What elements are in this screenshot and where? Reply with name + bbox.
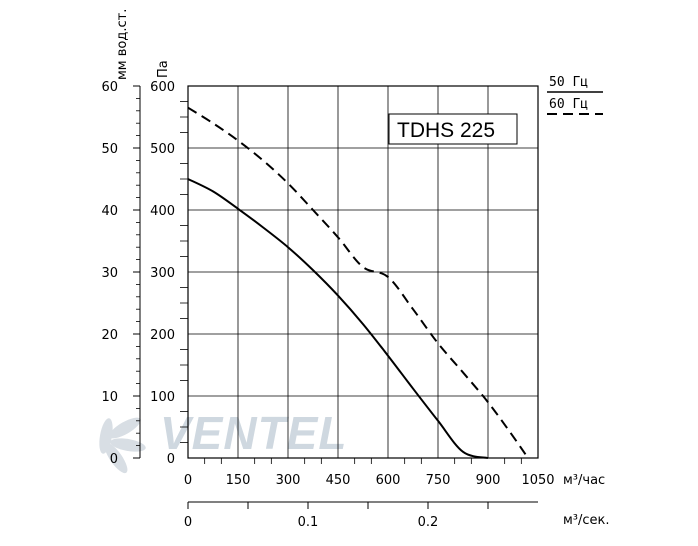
- x-tick-label: 750: [426, 473, 451, 488]
- y-tick-label-mm: 40: [101, 204, 118, 219]
- y-tick-label-mm: 20: [101, 328, 118, 343]
- legend-label-50hz: 50 Гц: [549, 75, 588, 90]
- x-tick-label: 600: [376, 473, 401, 488]
- legend-label-60hz: 60 Гц: [549, 97, 588, 112]
- y-tick-label-pa: 200: [150, 328, 175, 343]
- mm-axis-ticks: 0 10 20 30 40 50 60: [101, 80, 140, 467]
- x-axis-ticks: 0 150 300 450 600 750 900 1050: [184, 458, 555, 488]
- y-tick-label-mm: 50: [101, 142, 118, 157]
- x-tick-label: 450: [326, 473, 351, 488]
- watermark-logo: VENTEL: [99, 407, 347, 474]
- y-axis-title-pa: Па: [156, 60, 171, 78]
- watermark-text: VENTEL: [160, 407, 347, 459]
- x-tick-label: 0: [184, 473, 192, 488]
- plot-grid: [188, 86, 538, 458]
- x2-tick-label: 0.2: [418, 515, 439, 530]
- x-tick-label: 150: [226, 473, 251, 488]
- plot-frame: [187, 85, 539, 459]
- y-tick-label-mm: 30: [101, 266, 118, 281]
- y-tick-label-pa: 100: [150, 390, 175, 405]
- y-tick-label-pa: 400: [150, 204, 175, 219]
- x-axis-title-flow-sec: м³/сек.: [563, 513, 610, 528]
- x-tick-label: 1050: [521, 473, 554, 488]
- x-tick-label: 900: [476, 473, 501, 488]
- y-axis-title-mm: мм вод.ст.: [115, 9, 130, 80]
- y-tick-label-pa: 600: [150, 80, 175, 95]
- y-tick-label-mm: 10: [101, 390, 118, 405]
- series-curves: [187, 106, 529, 459]
- y-tick-label-pa: 0: [167, 452, 175, 467]
- model-label-box: [388, 113, 518, 145]
- x-axis-title-flow-hour: м³/час: [563, 473, 605, 488]
- x2-tick-label: 0.1: [298, 515, 319, 530]
- y-tick-label-mm: 60: [101, 80, 118, 95]
- y-tick-label-mm: 0: [110, 452, 118, 467]
- y-tick-label-pa: 500: [150, 142, 175, 157]
- model-label: TDHS 225: [397, 119, 495, 142]
- legend: 50 Гц 60 Гц: [547, 75, 603, 115]
- x2-tick-label: 0: [184, 515, 192, 530]
- x2-axis-ticks: 0 0.1 0.2: [184, 502, 489, 530]
- curve-50hz: [187, 178, 489, 459]
- pa-axis-ticks: 0 100 200 300 400 500 600: [150, 80, 188, 467]
- y-tick-label-pa: 300: [150, 266, 175, 281]
- x-tick-label: 300: [276, 473, 301, 488]
- curve-60hz: [187, 106, 529, 459]
